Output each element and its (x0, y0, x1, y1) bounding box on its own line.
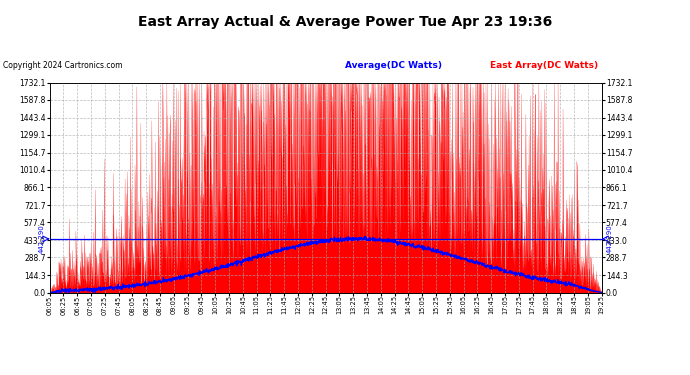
Text: 442.290: 442.290 (39, 225, 45, 253)
Text: 442.290: 442.290 (607, 225, 613, 253)
Text: Copyright 2024 Cartronics.com: Copyright 2024 Cartronics.com (3, 61, 123, 70)
Text: East Array Actual & Average Power Tue Apr 23 19:36: East Array Actual & Average Power Tue Ap… (138, 15, 552, 29)
Text: Average(DC Watts): Average(DC Watts) (345, 61, 442, 70)
Text: East Array(DC Watts): East Array(DC Watts) (490, 61, 598, 70)
